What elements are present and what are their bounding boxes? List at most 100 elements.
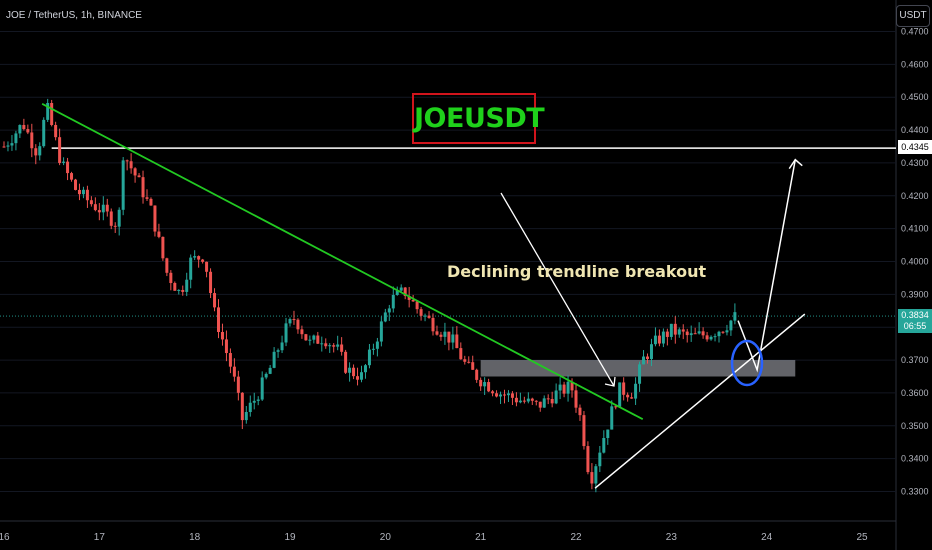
candle-body [201, 259, 205, 262]
candle-body [534, 400, 538, 402]
price-tick-label: 0.3600 [901, 388, 929, 398]
candle-body [542, 398, 546, 408]
candle-body [141, 177, 145, 198]
support-zone[interactable] [480, 360, 796, 377]
candle-body [105, 204, 109, 212]
candle-body [153, 205, 157, 232]
candle-body [411, 299, 415, 302]
title-annotation[interactable]: JOEUSDT [412, 93, 545, 144]
candle-body [74, 179, 77, 190]
candle-body [340, 344, 344, 352]
candle-body [10, 143, 14, 146]
last-price-label: 0.3834 06:55 [898, 309, 932, 333]
candle-body [538, 401, 542, 408]
candle-body [594, 466, 598, 484]
candle-body [415, 301, 419, 310]
candle-body [348, 367, 352, 373]
candle-body [403, 287, 407, 296]
candle-body [256, 399, 260, 401]
candle-body [602, 437, 606, 453]
candle-body [236, 376, 240, 393]
candle-body [705, 335, 709, 340]
candle-body [62, 161, 66, 163]
candle-body [558, 384, 562, 391]
candle-body [622, 382, 626, 395]
candle-body [304, 334, 308, 341]
candle-body [642, 356, 646, 365]
candle-body [375, 341, 379, 349]
candle-body [165, 258, 169, 273]
candle-body [606, 429, 610, 438]
candle-body [630, 397, 634, 399]
price-tick-label: 0.3700 [901, 355, 929, 365]
candle-body [407, 295, 411, 300]
candle-body [514, 397, 518, 403]
price-tick-label: 0.3500 [901, 421, 929, 431]
price-tick-label: 0.4500 [901, 92, 929, 102]
candle-body [125, 160, 129, 162]
candle-body [506, 393, 510, 396]
candle-body [30, 132, 34, 149]
candle-body [276, 350, 280, 352]
candle-body [367, 349, 371, 366]
candle-body [459, 348, 463, 360]
candle-body [701, 331, 705, 336]
candle-body [383, 312, 387, 322]
candle-body [510, 393, 514, 398]
candle-body [578, 407, 582, 416]
candle-body [614, 406, 618, 408]
countdown-value: 06:55 [903, 321, 927, 331]
candle-body [427, 315, 431, 318]
candle-body [653, 335, 657, 345]
candle-body [395, 290, 399, 295]
declining-trendline[interactable] [41, 102, 644, 421]
candle-body [483, 382, 487, 387]
retest-circle[interactable] [730, 339, 764, 387]
candle-body [248, 402, 252, 413]
candle-body [288, 319, 292, 324]
candle-body [320, 343, 324, 345]
last-price-value: 0.3834 [901, 310, 929, 320]
candle-body [308, 339, 312, 341]
candle-body [209, 271, 213, 294]
candle-body [300, 329, 304, 335]
candle-body [6, 145, 10, 147]
candle-body [137, 175, 141, 178]
candle-body [81, 189, 85, 195]
candle-body [14, 133, 18, 144]
symbol-info: JOE / TetherUS, 1h, BINANCE [6, 10, 142, 21]
candle-body [352, 367, 356, 377]
candle-body [268, 367, 272, 374]
candle-body [495, 393, 499, 397]
time-tick-label: 20 [380, 532, 392, 543]
breakout-pointer-arrow[interactable] [500, 192, 615, 387]
candle-body [530, 398, 534, 401]
candle-body [729, 320, 733, 331]
candle-body [328, 345, 332, 347]
candle-body [264, 373, 268, 378]
time-tick-label: 19 [284, 532, 296, 543]
candle-body [316, 335, 320, 344]
candle-body [312, 335, 316, 340]
candle-body [487, 382, 491, 392]
ascending-trendline[interactable] [594, 313, 806, 489]
candle-body [391, 294, 395, 309]
candle-body [38, 146, 42, 156]
candle-body [2, 146, 6, 148]
candle-body [26, 129, 30, 133]
candle-body [205, 261, 209, 272]
currency-button[interactable]: USDT [896, 5, 930, 27]
candle-body [598, 452, 602, 467]
breakout-annotation[interactable]: Declining trendline breakout [447, 262, 707, 281]
candle-body [54, 124, 58, 138]
candle-body [121, 160, 125, 210]
candle-body [260, 377, 264, 400]
candle-body [101, 204, 105, 213]
price-tick-label: 0.4700 [901, 27, 929, 37]
candle-body [733, 312, 737, 321]
candle-body [618, 382, 622, 407]
projection-arrow[interactable] [737, 159, 797, 373]
candle-body [360, 372, 363, 380]
candle-body [58, 137, 62, 163]
